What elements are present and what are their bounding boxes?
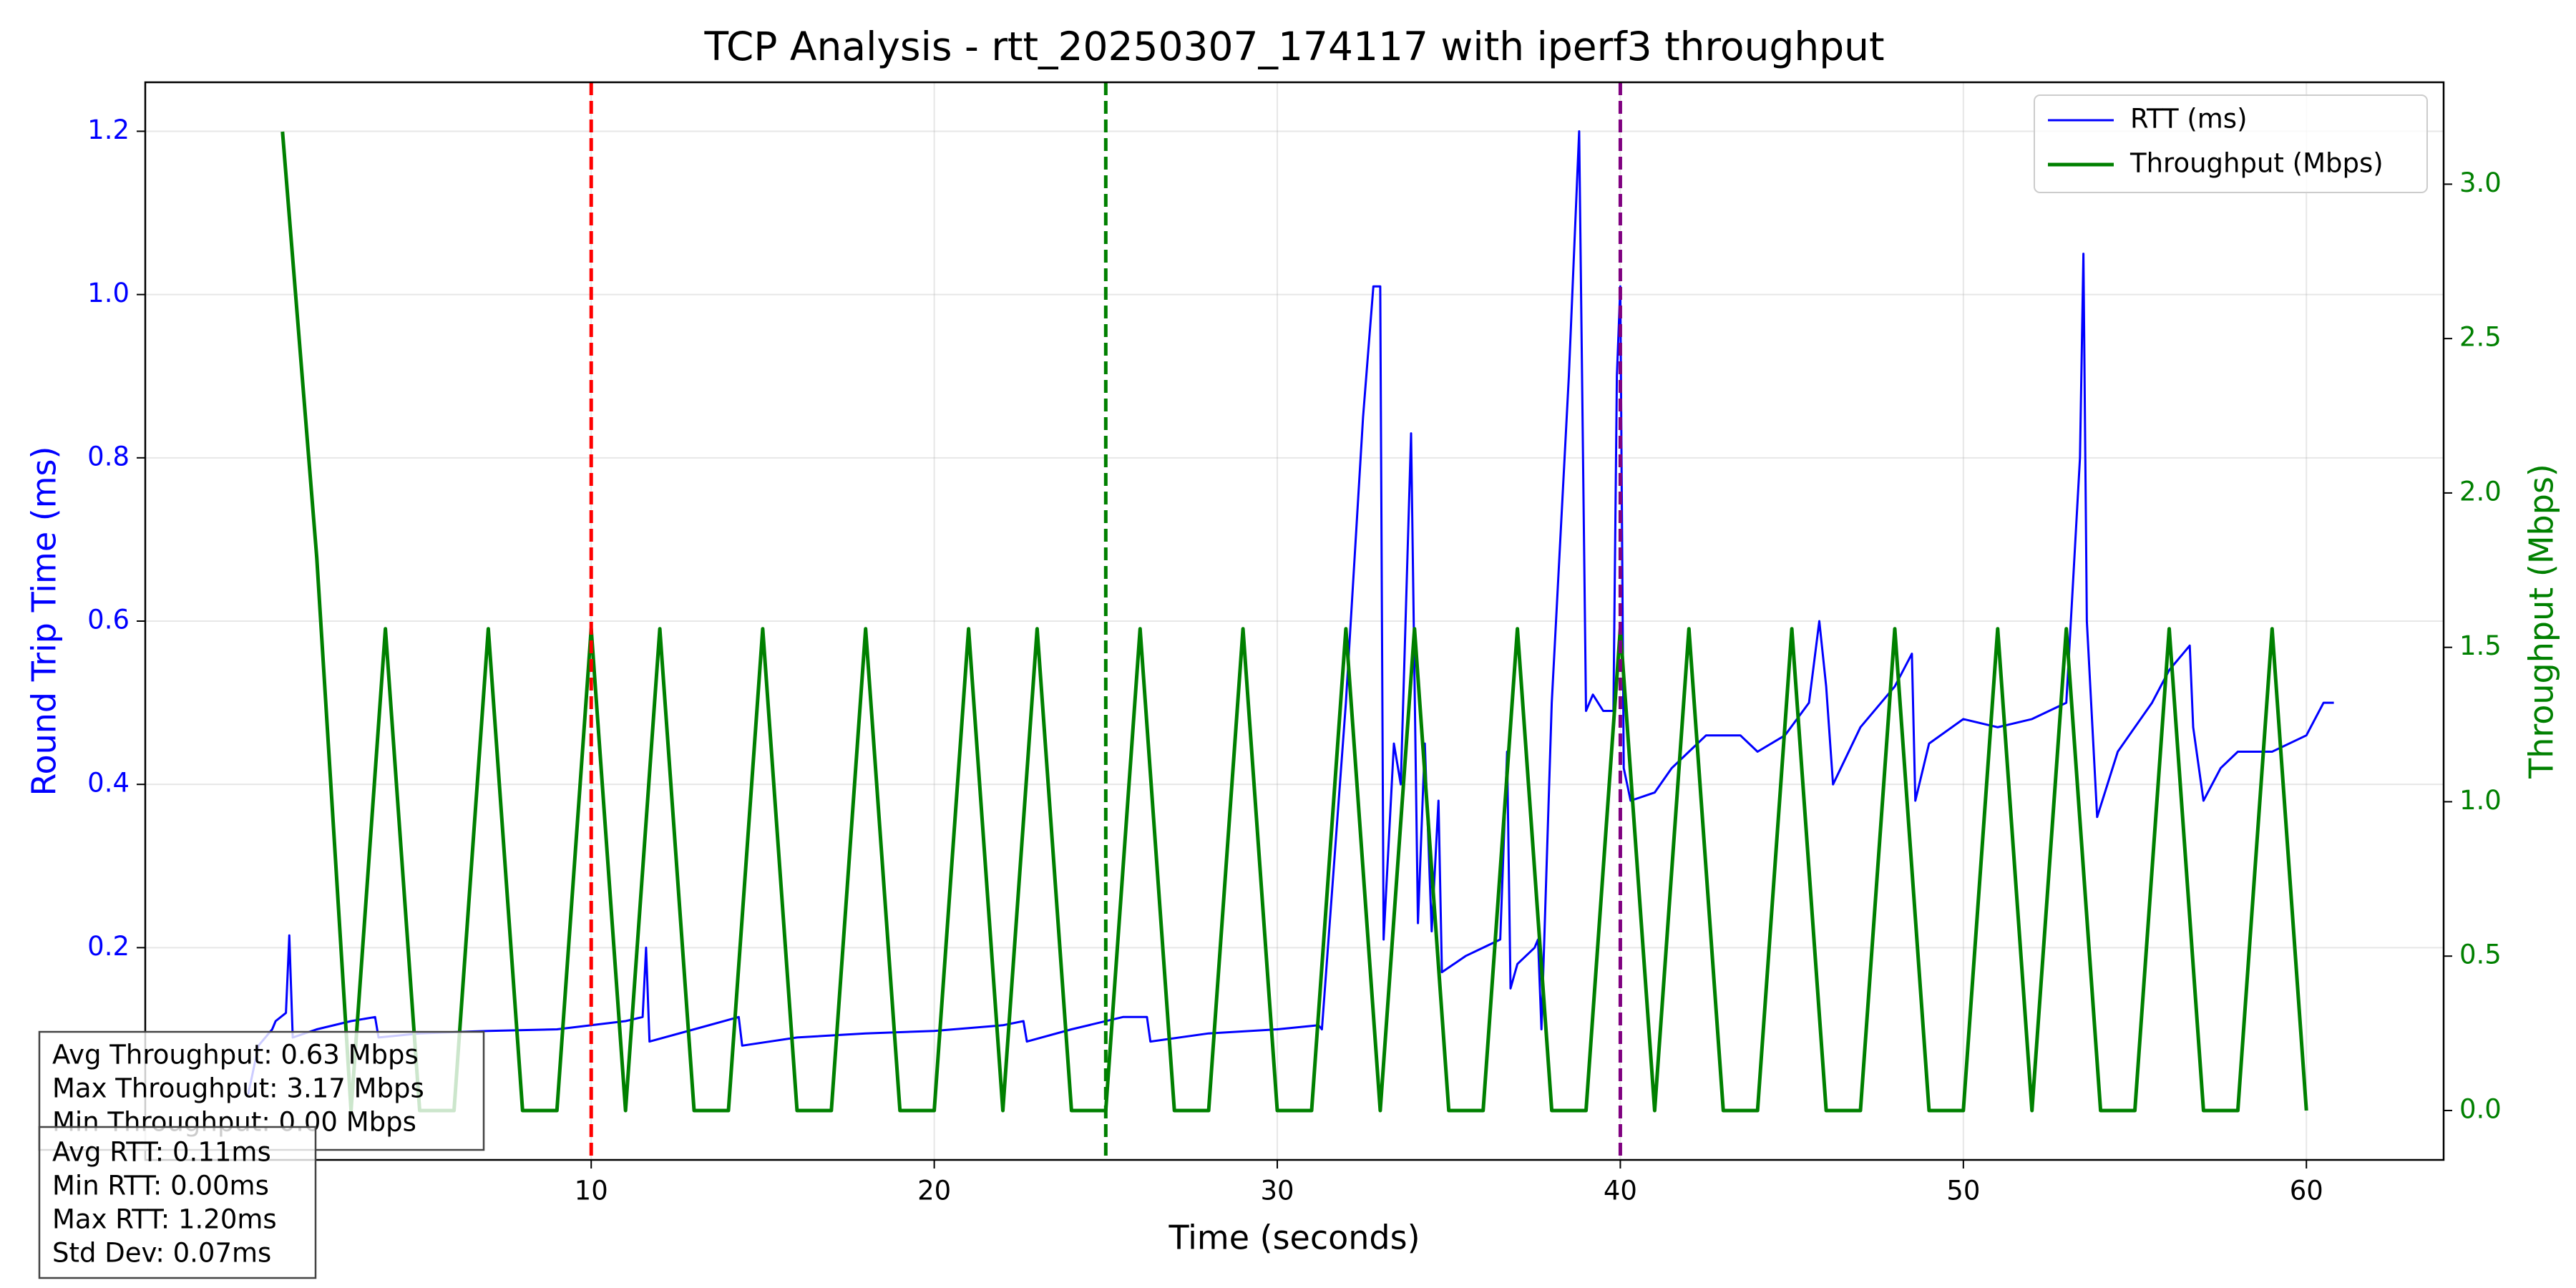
y2-tick-label: 0.5: [2459, 940, 2502, 970]
y2-tick-label: 3.0: [2459, 167, 2502, 198]
chart-title: TCP Analysis - rtt_20250307_174117 with …: [703, 24, 1884, 69]
series-line: [247, 130, 2334, 1096]
stats-box: [38, 1126, 317, 1279]
stats-text: Min RTT: 0.00ms: [52, 1171, 269, 1201]
x-tick-label: 20: [917, 1176, 951, 1206]
y2-tick-label: 2.0: [2459, 476, 2502, 507]
stats-text: Std Dev: 0.07ms: [52, 1238, 271, 1269]
stats-text: Avg RTT: 0.11ms: [52, 1137, 271, 1168]
y-tick-label: 0.8: [87, 441, 130, 472]
legend-label: Throughput (Mbps): [2129, 148, 2384, 179]
x-axis-label: Time (seconds): [1168, 1219, 1420, 1257]
y-tick-label: 0.2: [87, 931, 130, 962]
stats-text: Max RTT: 1.20ms: [52, 1204, 277, 1235]
stats-text: Max Throughput: 3.17 Mbps: [52, 1073, 424, 1104]
y-tick-label: 0.4: [87, 768, 130, 799]
x-tick-label: 50: [1946, 1176, 1980, 1206]
y2-tick-label: 2.5: [2459, 322, 2502, 353]
x-tick-label: 10: [575, 1176, 608, 1206]
series-line: [280, 131, 2308, 1113]
y-tick-label: 1.0: [87, 278, 130, 308]
plot-frame: [144, 81, 2445, 1161]
x-tick-label: 60: [2290, 1176, 2323, 1206]
legend-box: [2034, 94, 2428, 193]
y2-tick-label: 1.5: [2459, 630, 2502, 661]
x-tick-label: 40: [1604, 1176, 1637, 1206]
y2-axis-label: Throughput (Mbps): [2522, 464, 2561, 779]
y-tick-label: 1.2: [87, 114, 130, 145]
legend-label: RTT (ms): [2130, 104, 2248, 135]
y-axis-label: Round Trip Time (ms): [25, 447, 64, 796]
y2-tick-label: 1.0: [2459, 785, 2502, 816]
x-tick-label: 30: [1260, 1176, 1294, 1206]
stats-text: Avg Throughput: 0.63 Mbps: [52, 1040, 419, 1070]
y2-tick-label: 0.0: [2459, 1093, 2502, 1124]
y-tick-label: 0.6: [87, 605, 130, 635]
